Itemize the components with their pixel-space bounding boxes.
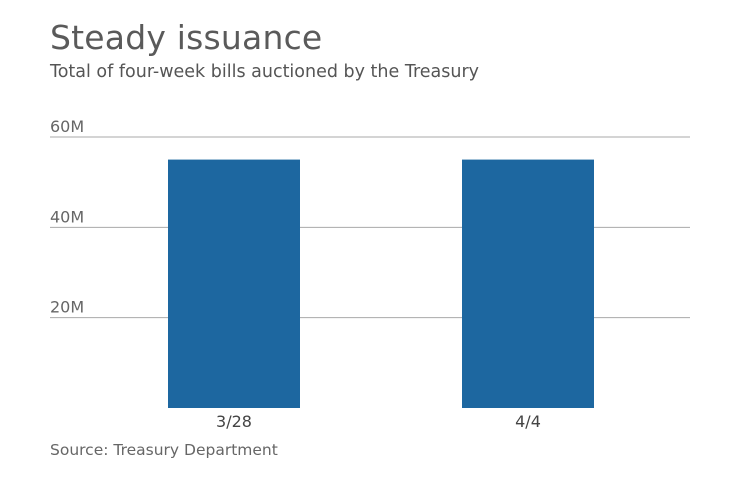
y-tick-label: 60M (50, 117, 84, 136)
y-axis-tick-labels: 20M 40M 60M (50, 117, 84, 317)
chart-subtitle: Total of four-week bills auctioned by th… (50, 62, 480, 82)
y-tick-label: 40M (50, 207, 84, 226)
bar-4/4 (462, 159, 594, 408)
bar-3/28 (168, 159, 300, 408)
bars (168, 159, 594, 408)
source-note: Source: Treasury Department (50, 441, 278, 459)
y-tick-label: 20M (50, 298, 84, 317)
x-category-label: 3/28 (216, 412, 252, 431)
x-category-label: 4/4 (515, 412, 541, 431)
x-axis-category-labels: 3/28 4/4 (216, 412, 541, 431)
chart-title: Steady issuance (50, 18, 323, 57)
